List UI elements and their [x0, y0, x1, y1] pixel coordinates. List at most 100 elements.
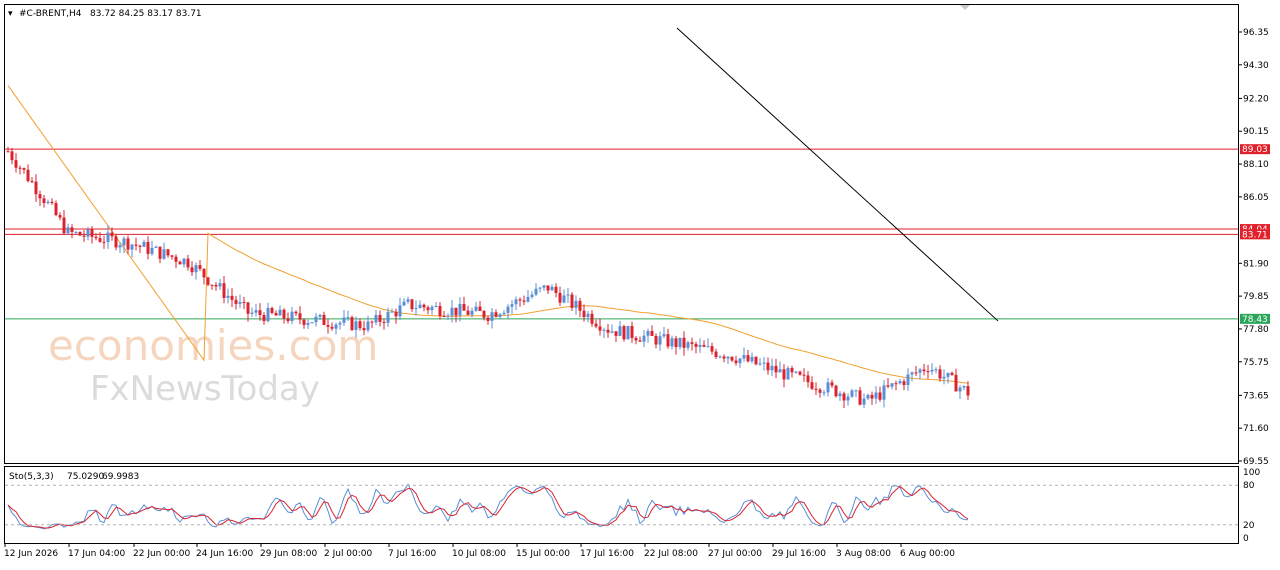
- candle-bull: [182, 258, 186, 265]
- candle-bull: [390, 311, 394, 313]
- level-label-89.03: 89.03: [1242, 145, 1268, 155]
- candle-bear: [262, 315, 266, 322]
- candle-bear: [518, 299, 522, 301]
- candle-bear: [666, 334, 670, 347]
- candle-bear: [234, 299, 238, 304]
- candle-bear: [274, 312, 278, 316]
- indicator-panel[interactable]: [4, 466, 1239, 544]
- candle-bear: [902, 381, 906, 386]
- candle-bear: [442, 315, 446, 317]
- candle-bear: [650, 331, 654, 336]
- candle-bear: [62, 217, 66, 234]
- candle-bear: [158, 246, 162, 259]
- stoch-axis-label: 20: [1243, 521, 1255, 531]
- candle-bull: [434, 305, 438, 307]
- candle-bull: [278, 309, 282, 316]
- time-tick-label: 29 Jun 08:00: [260, 549, 317, 559]
- candle-bull: [470, 310, 474, 315]
- candle-bull: [194, 265, 198, 273]
- candle-bear: [270, 307, 274, 313]
- candle-bull: [402, 301, 406, 306]
- time-tick-label: 29 Jul 16:00: [772, 549, 826, 559]
- candle-bear: [286, 318, 290, 322]
- symbol-label: #C-BRENT,H4: [19, 9, 82, 19]
- candle-bear: [754, 356, 758, 365]
- candle-bear: [426, 307, 430, 311]
- candle-bear: [690, 342, 694, 344]
- candles: [6, 146, 970, 409]
- menu-arrow-icon[interactable]: ▾: [8, 9, 13, 19]
- candle-bear: [766, 362, 770, 371]
- candle-bear: [806, 375, 810, 383]
- candle-bear: [462, 304, 466, 311]
- candle-bull: [822, 392, 826, 394]
- candle-bull: [122, 238, 126, 246]
- level-box-83.71: [1240, 229, 1270, 240]
- candle-bull: [406, 299, 410, 302]
- candle-bear: [734, 360, 738, 364]
- candle-bear: [614, 331, 618, 336]
- price-tick-label: 73.65: [1243, 391, 1269, 401]
- candle-bull: [678, 337, 682, 348]
- stoch-axis-label: 80: [1243, 481, 1255, 491]
- candle-bear: [886, 385, 890, 387]
- indicator-signal-value: 69.9983: [102, 472, 139, 482]
- candle-bear: [10, 151, 14, 161]
- candle-bear: [654, 335, 658, 345]
- watermark-fxnewstoday: FxNewsToday: [90, 369, 320, 409]
- candle-bull: [750, 356, 754, 362]
- candle-bear: [322, 314, 326, 326]
- candle-bull: [610, 331, 614, 333]
- candle-bear: [950, 372, 954, 375]
- candle-bear: [522, 300, 526, 302]
- candle-bear: [206, 277, 210, 285]
- candle-bull: [958, 387, 962, 392]
- candle-bear: [246, 302, 250, 314]
- candle-bear: [810, 382, 814, 389]
- candle-bull: [826, 382, 830, 393]
- candle-bear: [694, 343, 698, 347]
- candle-bear: [914, 372, 918, 374]
- candle-bear: [186, 258, 190, 268]
- candle-bear: [178, 261, 182, 265]
- candle-bull: [374, 314, 378, 323]
- candle-bull: [338, 322, 342, 325]
- candle-bear: [382, 321, 386, 323]
- price-tick-label: 96.35: [1243, 28, 1269, 38]
- candle-bear: [782, 369, 786, 380]
- candle-bull: [162, 249, 166, 259]
- candle-bull: [906, 374, 910, 386]
- candle-bull: [334, 324, 338, 329]
- candle-bull: [418, 304, 422, 309]
- candle-bull: [414, 308, 418, 310]
- candle-bull: [566, 294, 570, 296]
- time-axis: 12 Jun 2026 17 Jun 04:00 22 Jun 00:00 24 Ju…: [4, 543, 955, 559]
- candle-bear: [30, 181, 34, 183]
- candle-bull: [890, 383, 894, 387]
- candle-bull: [250, 312, 254, 314]
- level-label-78.43: 78.43: [1242, 315, 1268, 325]
- candle-bear: [82, 235, 86, 237]
- stoch-axis-label: 100: [1243, 468, 1260, 478]
- candle-bull: [398, 305, 402, 317]
- candle-bear: [570, 294, 574, 308]
- candle-bear: [242, 301, 246, 303]
- candle-bull: [238, 301, 242, 304]
- candle-bear: [438, 305, 442, 316]
- candle-bull: [794, 371, 798, 373]
- scroll-marker-icon[interactable]: [960, 5, 970, 10]
- watermark-economies: economies.com: [48, 321, 378, 370]
- candle-bull: [218, 283, 222, 287]
- time-tick-label: 3 Aug 08:00: [836, 549, 891, 559]
- candle-bull: [786, 367, 790, 380]
- candle-bear: [370, 321, 374, 323]
- candle-bear: [90, 229, 94, 237]
- price-tick-label: 88.10: [1243, 160, 1269, 170]
- candle-bear: [878, 392, 882, 400]
- candle-bear: [482, 310, 486, 318]
- candle-bull: [118, 245, 122, 248]
- trendline: [676, 27, 999, 322]
- candle-bear: [70, 227, 74, 233]
